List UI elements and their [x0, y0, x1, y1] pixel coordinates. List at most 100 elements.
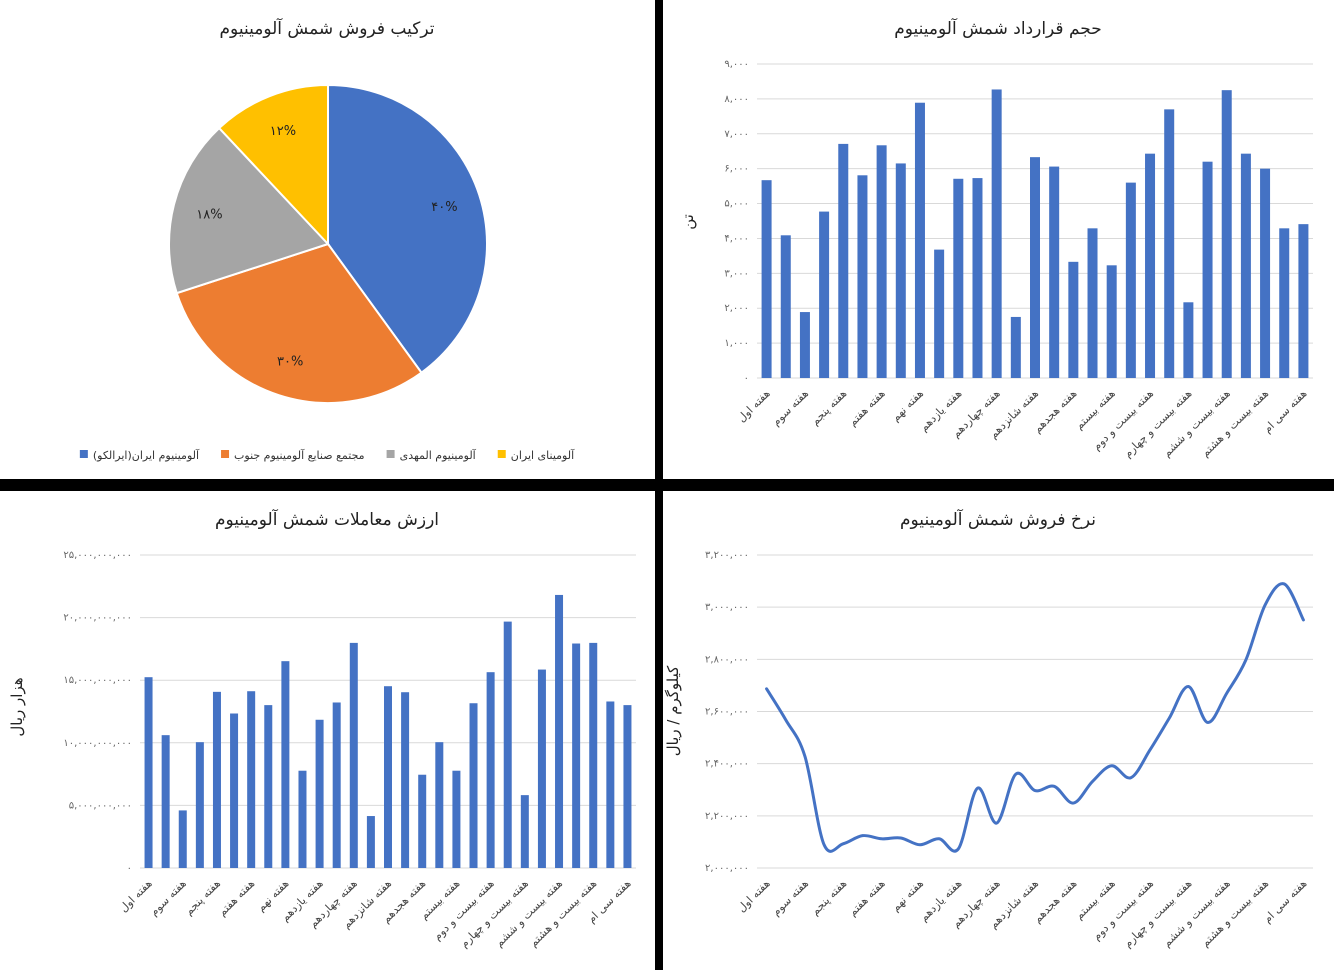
bar [934, 249, 945, 378]
slice-data-label: ۳۰% [277, 354, 303, 369]
value-bar-panel: ارزش معاملات شمش آلومینیوم هزار ریال ۰ ۵,… [0, 491, 655, 970]
bar [1298, 224, 1309, 378]
pie-slice [217, 83, 329, 247]
volume-bar-chart: حجم قرارداد شمش آلومینیوم تن ۰ ۱,۰۰۰ ۲,۰۰۰… [679, 17, 1313, 460]
price-line [765, 582, 1305, 853]
bar [144, 677, 153, 868]
y-tick-label: ۲,۸۰۰,۰۰۰ [705, 654, 749, 665]
bar [418, 774, 427, 868]
volume-bar-panel: حجم قرارداد شمش آلومینیوم تن ۰ ۱,۰۰۰ ۲,۰۰۰… [663, 0, 1334, 479]
price-line-chart: نرخ فروش شمش آلومینیوم کیلوگرم / ریال ۲,… [664, 508, 1313, 950]
bar [178, 810, 187, 868]
bar [349, 642, 358, 868]
y-tick-label: ۶,۰۰۰ [724, 164, 749, 175]
bar [589, 642, 598, 868]
x-tick-label: هفته بیست و هشتم [1199, 877, 1272, 950]
bar [914, 102, 925, 378]
slice-data-label: ۴۰% [431, 200, 457, 215]
bar [1260, 168, 1271, 378]
x-tick-label: هفته بیست و چهارم [1121, 877, 1194, 950]
y-tick-label: ۷,۰۰۰ [724, 129, 749, 140]
chart-title: نرخ فروش شمش آلومینیوم [900, 508, 1096, 530]
bar [799, 312, 810, 378]
x-tick-label: هفته سوم [147, 877, 189, 919]
bar [1164, 109, 1175, 378]
y-tick-label: ۵,۰۰۰,۰۰۰,۰۰۰ [69, 800, 132, 811]
slice-data-label: ۱۲% [270, 124, 296, 139]
bar [435, 742, 444, 868]
y-axis-label: کیلوگرم / ریال [664, 665, 682, 756]
bar [503, 621, 512, 868]
bar [1240, 153, 1251, 378]
bar [298, 770, 307, 868]
y-tick-label: ۲۵,۰۰۰,۰۰۰,۰۰۰ [63, 550, 132, 561]
bar [972, 178, 983, 378]
x-tick-label: هفته بیست و هشتم [1199, 387, 1272, 460]
y-tick-label: ۵,۰۰۰ [724, 199, 749, 210]
y-tick-label: ۰ [744, 373, 749, 384]
chart-title: ترکیب فروش شمش آلومینیوم [220, 17, 435, 39]
y-tick-label: ۳,۰۰۰,۰۰۰ [705, 602, 749, 613]
bar [876, 145, 887, 378]
y-tick-label: ۴,۰۰۰ [724, 233, 749, 244]
x-tick-label: هفته نهم [889, 387, 926, 424]
pie-slice [327, 83, 488, 375]
bar [520, 795, 529, 868]
bar [991, 89, 1002, 379]
x-tick-label: هفته سوم [769, 387, 811, 429]
y-tick-label: ۳,۲۰۰,۰۰۰ [705, 550, 749, 561]
bar [486, 672, 495, 868]
x-tick-label: هفته نهم [889, 877, 926, 914]
composition-pie-panel: ترکیب فروش شمش آلومینیوم ۴۰% ۳۰% ۱۸% ۱۲% آل… [0, 0, 655, 479]
bar [761, 180, 772, 378]
x-tick-label: هفته اول [735, 387, 773, 425]
pie-slice [175, 242, 423, 404]
bar [401, 692, 410, 868]
bar [857, 175, 868, 378]
y-tick-label: ۲,۰۰۰,۰۰۰ [705, 863, 749, 874]
y-tick-label: ۸,۰۰۰ [724, 94, 749, 105]
bar [623, 705, 632, 868]
y-tick-label: ۲۰,۰۰۰,۰۰۰,۰۰۰ [63, 613, 132, 624]
bar [332, 702, 341, 868]
bar [895, 163, 906, 378]
y-tick-label: ۲,۶۰۰,۰۰۰ [705, 707, 749, 718]
bar [384, 686, 392, 868]
y-tick-label: ۳,۰۰۰ [724, 268, 749, 279]
bar [819, 211, 830, 378]
x-tick-label: هفته پنجم [808, 877, 849, 918]
y-tick-label: ۲,۰۰۰ [724, 303, 749, 314]
bar [1049, 166, 1060, 378]
y-tick-label: ۲,۲۰۰,۰۰۰ [705, 811, 749, 822]
bar [1087, 228, 1098, 378]
legend-swatch [497, 450, 506, 458]
x-tick-label: هفته هفتم [216, 877, 258, 919]
x-tick-label: هفته پنجم [808, 387, 849, 428]
composition-pie-chart: ترکیب فروش شمش آلومینیوم ۴۰% ۳۰% ۱۸% ۱۲% آل… [79, 17, 575, 462]
value-bar-chart: ارزش معاملات شمش آلومینیوم هزار ریال ۰ ۵,… [8, 508, 636, 950]
bar [838, 143, 849, 378]
bar [469, 703, 478, 868]
y-tick-label: ۱۰,۰۰۰,۰۰۰,۰۰۰ [63, 738, 132, 749]
legend-label: آلومینیوم المهدی [400, 448, 477, 462]
legend-label: آلومینای ایران [511, 448, 575, 462]
y-tick-label: ۱۵,۰۰۰,۰۰۰,۰۰۰ [63, 675, 132, 686]
bar [953, 178, 964, 378]
bar [1145, 153, 1156, 378]
x-tick-label: هفته اول [735, 877, 773, 915]
x-tick-label: هفته هفتم [846, 877, 888, 919]
bar [1010, 316, 1021, 378]
legend-swatch [386, 450, 395, 458]
legend-label: مجتمع صنایع آلومینیوم جنوب [234, 448, 365, 462]
price-line-panel: نرخ فروش شمش آلومینیوم کیلوگرم / ریال ۲,… [663, 491, 1334, 970]
legend-swatch [221, 450, 230, 458]
bar [572, 643, 581, 868]
bar [212, 691, 221, 868]
pie-slice [168, 126, 330, 295]
bar [537, 669, 546, 868]
legend-swatch [79, 450, 88, 458]
legend: آلومینیوم ایران(ایرالکو) مجتمع صنایع آلوم… [79, 448, 575, 462]
bar [281, 661, 290, 868]
x-tick-label: هفته بیست و ششم [1160, 877, 1233, 950]
bar [1125, 182, 1136, 378]
